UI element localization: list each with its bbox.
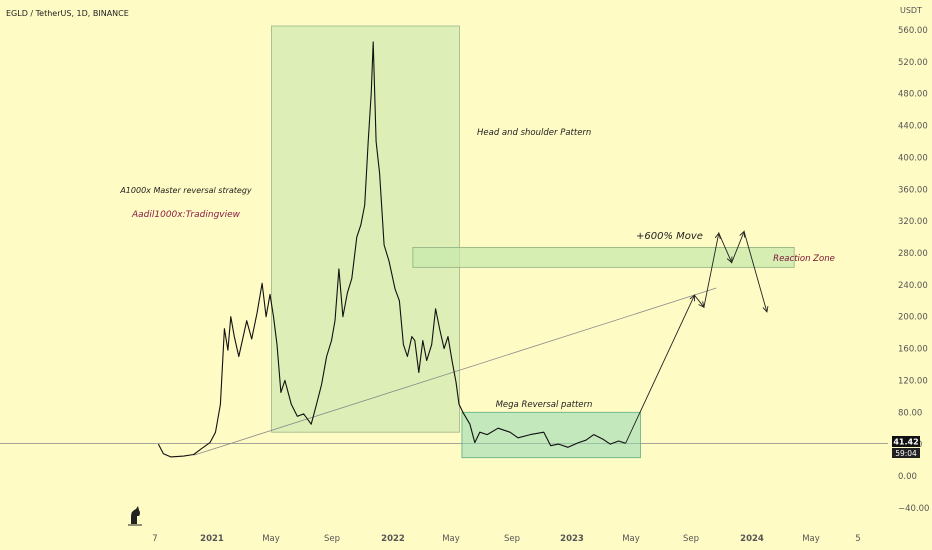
projection-arrowhead <box>739 230 745 238</box>
mega-reversal-box[interactable] <box>461 411 641 459</box>
x-tick-label: Sep <box>504 534 520 544</box>
head-shoulder-box[interactable] <box>271 25 460 433</box>
projection-arrowhead <box>726 256 733 264</box>
x-tick-label: 2024 <box>740 534 764 544</box>
y-tick-label: 440.00 <box>898 122 928 132</box>
x-tick-label: 2023 <box>560 534 584 544</box>
y-tick-label: 360.00 <box>898 185 928 195</box>
x-tick-label: Sep <box>683 534 699 544</box>
y-tick-label: 160.00 <box>898 345 928 355</box>
mega-reversal-label: Mega Reversal pattern <box>496 400 593 410</box>
trendline[interactable] <box>193 287 717 456</box>
y-tick-label: 280.00 <box>898 249 928 259</box>
projection-arrowhead <box>698 301 705 308</box>
price-badge <box>892 436 920 447</box>
y-tick-label: 120.00 <box>898 376 928 386</box>
move-label: +600% Move <box>636 231 703 242</box>
x-axis: 7 2021 May Sep 2022 May Sep 2023 May Sep 2024 May 5 <box>152 534 860 544</box>
x-tick-label: Sep <box>324 534 340 544</box>
projection-arrowhead <box>714 232 721 240</box>
projection-arrowhead <box>689 294 696 302</box>
countdown-value: 59:04 <box>895 449 917 458</box>
x-tick-label: 7 <box>152 534 157 544</box>
x-tick-label: May <box>442 534 460 544</box>
head-shoulder-label: Head and shoulder Pattern <box>477 128 591 138</box>
y-tick-label: 560.00 <box>898 26 928 36</box>
reaction-zone-label: Reaction Zone <box>773 254 835 264</box>
x-tick-label: May <box>622 534 640 544</box>
y-tick-label: 200.00 <box>898 313 928 323</box>
x-tick-label: 2021 <box>200 534 224 544</box>
logo-icon <box>128 506 142 526</box>
reaction-zone-box[interactable] <box>412 247 795 268</box>
y-tick-label: −40.00 <box>898 504 929 514</box>
strategy-annotation: A1000x Master reversal strategy <box>119 186 252 195</box>
x-tick-label: May <box>802 534 820 544</box>
y-tick-label: 520.00 <box>898 58 928 68</box>
price-badge-value: 41.42 <box>893 438 918 447</box>
countdown-badge <box>892 448 920 458</box>
x-tick-label: 2022 <box>381 534 405 544</box>
author-annotation: Aadil1000x:Tradingview <box>131 210 241 220</box>
projection-arrowhead <box>762 305 769 313</box>
price-series-line <box>157 41 626 458</box>
projection-arrowheads <box>689 230 769 313</box>
y-tick-label: 320.00 <box>898 217 928 227</box>
chart-title: EGLD / TetherUS, 1D, BINANCE <box>6 9 129 18</box>
currency-label: USDT <box>900 6 922 15</box>
x-tick-label: May <box>262 534 280 544</box>
y-tick-label: 240.00 <box>898 281 928 291</box>
y-tick-label: 80.00 <box>898 408 922 418</box>
y-tick-label: 0.00 <box>898 472 917 482</box>
x-tick-label: 5 <box>855 534 860 544</box>
y-tick-label: 400.00 <box>898 153 928 163</box>
y-tick-label: 480.00 <box>898 90 928 100</box>
